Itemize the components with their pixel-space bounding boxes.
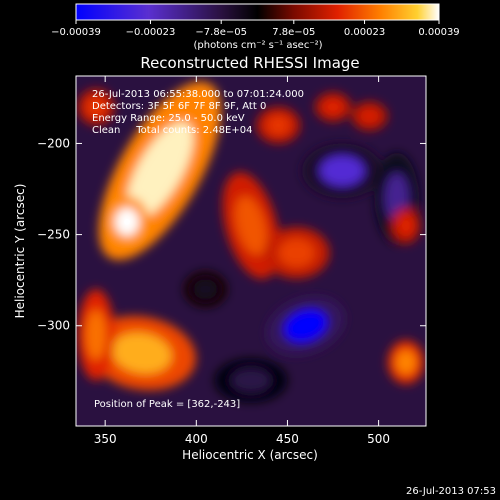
plot-frame: [75, 75, 427, 427]
y-tick-label: −300: [37, 319, 70, 333]
annotation-time-range: 26-Jul-2013 06:55:38.000 to 07:01:24.000: [92, 89, 304, 100]
positive-region-core: [397, 215, 414, 236]
colorbar-tick-label: 7.8e−05: [272, 27, 315, 38]
peak-position-label: Position of Peak = [362,-243]: [94, 399, 240, 410]
positive-region-core: [266, 115, 291, 136]
positive-region-core: [86, 309, 107, 360]
positive-region-core: [86, 96, 107, 118]
negative-region-core: [284, 309, 328, 342]
colorbar-ticks: −0.00039 −0.00023 −7.8e−05 7.8e−05 0.00023 0.…: [51, 20, 460, 38]
positive-region-core: [126, 121, 194, 220]
colorbar-tick-label: −0.00023: [126, 27, 176, 38]
colorbar-tick-label: 0.00023: [344, 27, 385, 38]
positive-region-core: [111, 332, 172, 374]
x-axis-label: Heliocentric X (arcsec): [182, 448, 318, 462]
colorbar-tick-label: −7.8e−05: [195, 27, 247, 38]
colorbar-tick-label: −0.00039: [51, 27, 101, 38]
heatmap-image: [77, 81, 425, 403]
y-tick-label: −200: [37, 136, 70, 150]
negative-region-core: [193, 279, 218, 300]
colorbar-tick-label: 0.00039: [418, 27, 459, 38]
positive-region-core: [323, 98, 344, 116]
positive-region-core: [235, 196, 267, 255]
annotation-block: 26-Jul-2013 06:55:38.000 to 07:01:24.000…: [92, 89, 304, 136]
y-tick-label: −250: [37, 228, 70, 242]
negative-region-core: [230, 368, 272, 393]
colorbar: [75, 3, 440, 21]
peak-marker: [124, 218, 131, 225]
positive-region-core: [278, 238, 315, 267]
x-tick-label: 350: [94, 432, 117, 446]
y-axis-label: Heliocentric Y (arcsec): [13, 184, 27, 319]
colorbar-unit-label: (photons cm⁻² s⁻¹ asec⁻²): [193, 40, 322, 51]
negative-region-core: [320, 155, 365, 186]
positive-region-core: [395, 350, 416, 375]
annotation-energy: Energy Range: 25.0 - 50.0 keV: [92, 113, 245, 124]
axis-ticks: 350 400 450 500 −200 −250 −300: [37, 76, 426, 446]
x-tick-label: 400: [185, 432, 208, 446]
x-tick-label: 450: [276, 432, 299, 446]
footer-timestamp: 26-Jul-2013 07:53: [406, 486, 496, 497]
chart-title: Reconstructed RHESSI Image: [140, 54, 359, 72]
annotation-counts: Clean Total counts: 2.48E+04: [92, 125, 252, 136]
intensity-regions: [77, 81, 425, 403]
annotation-detectors: Detectors: 3F 5F 6F 7F 8F 9F, Att 0: [92, 101, 266, 112]
positive-region-core: [359, 108, 380, 125]
x-tick-label: 500: [367, 432, 390, 446]
